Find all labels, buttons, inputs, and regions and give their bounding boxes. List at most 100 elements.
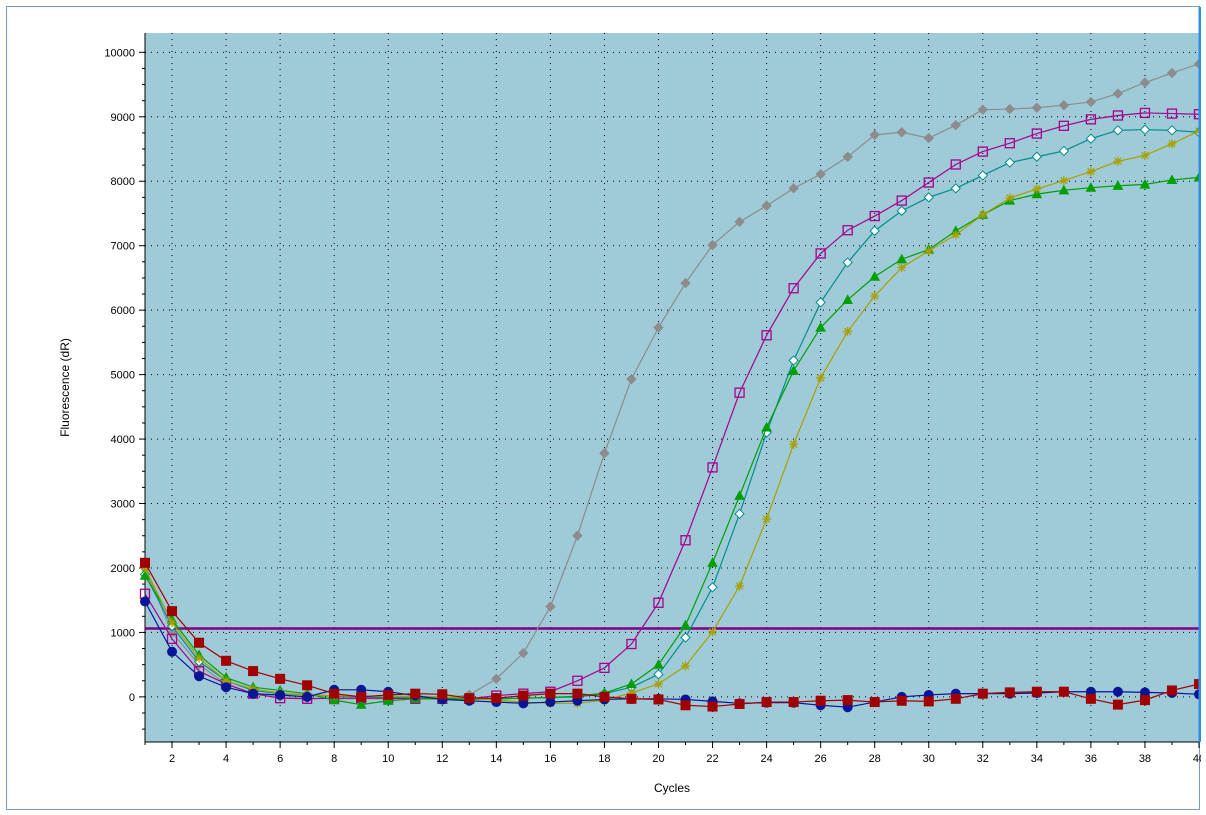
data-point xyxy=(869,129,880,141)
data-point xyxy=(1112,686,1123,697)
data-point xyxy=(923,192,934,203)
data-point xyxy=(1058,145,1070,157)
data-point xyxy=(599,448,610,459)
data-point xyxy=(1085,96,1097,108)
x-tick-label: 28 xyxy=(869,753,881,765)
data-point xyxy=(653,322,664,333)
y-axis-title: Fluorescence (dR) xyxy=(58,338,72,437)
data-point xyxy=(680,535,691,546)
data-point xyxy=(761,697,772,708)
data-point xyxy=(896,253,908,264)
x-tick-label: 2 xyxy=(169,753,175,765)
data-point xyxy=(572,688,583,699)
data-point xyxy=(626,678,637,689)
data-point xyxy=(1086,167,1096,177)
data-point xyxy=(869,271,881,281)
data-point xyxy=(1139,107,1151,119)
data-point xyxy=(707,557,718,567)
data-point xyxy=(734,387,745,398)
data-point xyxy=(1085,114,1097,125)
data-point xyxy=(950,119,961,131)
data-point xyxy=(1139,77,1151,88)
data-point xyxy=(815,248,826,259)
series-group xyxy=(139,58,1201,713)
data-point xyxy=(1059,176,1069,186)
data-point xyxy=(1166,174,1178,185)
data-point xyxy=(653,669,664,680)
data-point xyxy=(708,627,718,637)
data-point xyxy=(167,606,178,617)
data-point xyxy=(815,168,826,180)
y-tick-label: 10000 xyxy=(104,47,135,59)
data-point xyxy=(275,689,286,700)
series-line xyxy=(144,112,1200,700)
data-point xyxy=(1031,686,1042,697)
data-point xyxy=(815,297,826,308)
data-point xyxy=(842,695,853,706)
data-point xyxy=(707,701,718,712)
data-point xyxy=(545,601,556,612)
data-point xyxy=(977,170,989,181)
data-point xyxy=(788,283,799,294)
data-point xyxy=(1112,180,1124,190)
x-tick-label: 22 xyxy=(706,753,718,765)
grid-lines xyxy=(145,33,1200,742)
data-point xyxy=(1139,124,1151,135)
x-axis-title: Cycles xyxy=(654,781,690,795)
data-point xyxy=(1031,128,1042,139)
data-point xyxy=(221,682,232,693)
data-point xyxy=(977,104,989,115)
data-point xyxy=(1167,139,1177,149)
data-point xyxy=(139,570,151,580)
data-point xyxy=(816,373,826,383)
data-point xyxy=(1166,125,1178,136)
data-point xyxy=(1032,184,1042,194)
data-point xyxy=(275,673,286,684)
data-point xyxy=(789,439,799,449)
y-tick-label: 4000 xyxy=(111,434,135,446)
data-point xyxy=(167,618,177,628)
data-point xyxy=(194,671,205,682)
data-point xyxy=(842,294,854,304)
data-point xyxy=(1058,120,1070,131)
x-tick-label: 16 xyxy=(544,753,556,765)
data-point xyxy=(329,688,340,699)
y-tick-label: 3000 xyxy=(111,499,135,511)
data-point xyxy=(896,195,907,206)
data-point xyxy=(437,689,448,700)
data-point xyxy=(653,679,663,689)
y-tick-label: 2000 xyxy=(111,563,135,575)
data-point xyxy=(166,633,178,645)
data-point xyxy=(815,322,826,332)
data-point xyxy=(653,659,664,669)
x-tick-label: 20 xyxy=(652,753,664,765)
data-point xyxy=(788,697,799,708)
data-point xyxy=(140,563,150,573)
data-point xyxy=(788,365,799,375)
data-point xyxy=(355,699,367,709)
series-line xyxy=(144,601,1200,708)
data-point xyxy=(680,277,691,289)
data-point xyxy=(626,638,637,650)
data-point xyxy=(1113,156,1123,166)
data-point xyxy=(680,632,691,643)
data-point xyxy=(1112,125,1124,136)
data-point xyxy=(545,697,556,708)
data-point xyxy=(815,695,826,706)
x-tick-label: 12 xyxy=(436,753,448,765)
data-point xyxy=(950,693,961,704)
data-point xyxy=(707,582,718,593)
data-point xyxy=(626,693,637,704)
data-point xyxy=(653,694,664,705)
data-point xyxy=(680,619,691,630)
data-point xyxy=(167,646,178,657)
plot-area xyxy=(145,33,1199,742)
data-point xyxy=(869,210,880,222)
data-point xyxy=(302,691,313,702)
data-point xyxy=(734,698,745,709)
data-point xyxy=(951,230,961,240)
data-point xyxy=(518,690,529,701)
data-point xyxy=(1004,138,1015,149)
data-point xyxy=(653,597,664,608)
data-point xyxy=(869,225,880,237)
